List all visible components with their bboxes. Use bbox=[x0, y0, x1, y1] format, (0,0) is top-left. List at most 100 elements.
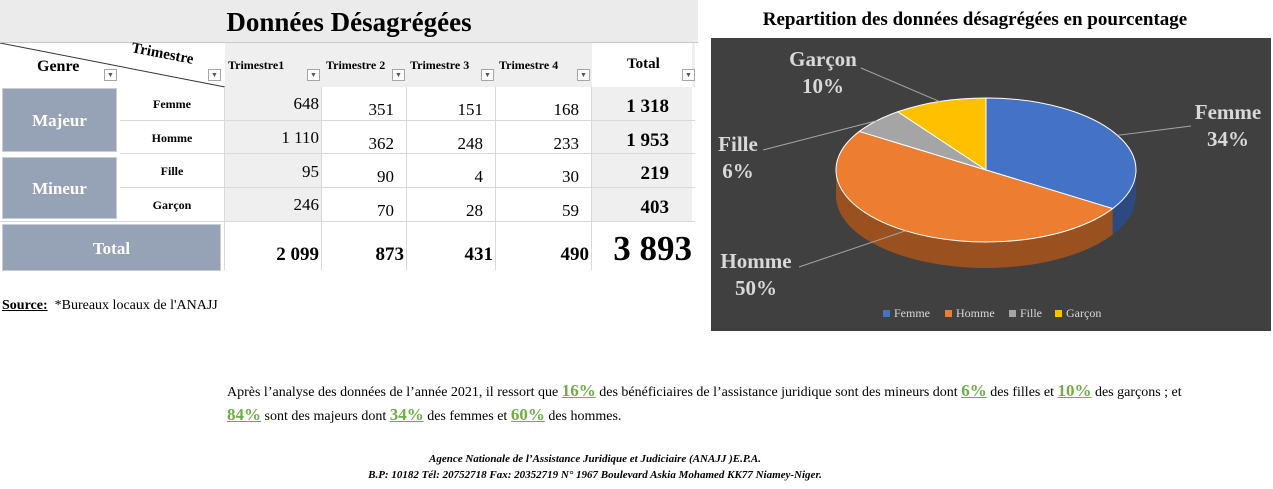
text: sont des majeurs dont bbox=[261, 409, 390, 424]
table-cell: 362 bbox=[368, 134, 395, 153]
text: des hommes. bbox=[544, 409, 622, 424]
pie-label-femme-value: 34% bbox=[1207, 127, 1249, 151]
pie-label-homme: Homme 50% bbox=[715, 248, 797, 302]
source-text: *Bureaux locaux de l'ANAJJ bbox=[54, 298, 218, 313]
trimestre-filter-button[interactable]: ▼ bbox=[208, 69, 221, 81]
row-divider bbox=[120, 187, 695, 188]
highlight-60: 60% bbox=[510, 405, 545, 424]
pie-label-femme: Femme 34% bbox=[1188, 99, 1268, 153]
col-header-total: Total bbox=[627, 56, 660, 72]
table-cell-total: 219 bbox=[640, 163, 670, 184]
table-cell: 233 bbox=[553, 134, 580, 153]
table-cell-total: 1 318 bbox=[626, 96, 669, 117]
table-cell: 168 bbox=[553, 100, 580, 119]
t1-column-band bbox=[225, 87, 321, 221]
pie-label-fille-name: Fille bbox=[718, 132, 758, 156]
leader-line-garçon bbox=[860, 67, 940, 102]
t3-filter-button[interactable]: ▼ bbox=[481, 69, 494, 81]
t2-filter-button[interactable]: ▼ bbox=[392, 69, 405, 81]
table-cell-total: 1 953 bbox=[626, 130, 669, 151]
legend-homme: Homme bbox=[945, 306, 995, 321]
corner-diagonal bbox=[0, 43, 225, 88]
table-cell: 70 bbox=[377, 201, 394, 220]
row-divider bbox=[120, 120, 695, 121]
total-column-band bbox=[592, 87, 692, 221]
col-divider bbox=[495, 87, 496, 270]
pie-chart bbox=[762, 67, 1192, 269]
total-filter-button[interactable]: ▼ bbox=[682, 69, 695, 81]
pie-label-garcon-name: Garçon bbox=[789, 47, 857, 71]
highlight-16: 16% bbox=[561, 381, 596, 400]
total-cell: 431 bbox=[464, 244, 494, 265]
row-divider bbox=[120, 153, 695, 154]
genre-filter-button[interactable]: ▼ bbox=[104, 69, 117, 81]
highlight-6: 6% bbox=[961, 381, 987, 400]
table-cell: 95 bbox=[302, 162, 319, 181]
col-header-t3: Trimestre 3 bbox=[410, 58, 470, 72]
chart-title: Repartition des données désagrégées en p… bbox=[762, 9, 1188, 30]
col-divider bbox=[406, 87, 407, 270]
highlight-10: 10% bbox=[1057, 381, 1092, 400]
legend-label: Garçon bbox=[1066, 306, 1102, 320]
highlight-34: 34% bbox=[389, 405, 424, 424]
group-majeur: Majeur bbox=[2, 88, 117, 152]
col-header-t4: Trimestre 4 bbox=[499, 58, 559, 72]
table-cell: 4 bbox=[474, 167, 484, 186]
leader-line-homme bbox=[798, 230, 906, 268]
legend-swatch bbox=[883, 310, 890, 317]
pie-label-fille-value: 6% bbox=[722, 159, 754, 183]
col-divider bbox=[224, 87, 225, 270]
pie-side-homme bbox=[836, 170, 1113, 269]
legend-label: Homme bbox=[956, 306, 995, 320]
text: des filles et bbox=[986, 385, 1058, 400]
legend-swatch bbox=[1055, 310, 1062, 317]
col-divider bbox=[321, 87, 322, 270]
chart-title-band bbox=[711, 0, 1271, 38]
t1-filter-button[interactable]: ▼ bbox=[307, 69, 320, 81]
row-divider bbox=[0, 221, 695, 222]
pie-slice-homme bbox=[835, 130, 1114, 243]
t4-filter-button[interactable]: ▼ bbox=[577, 69, 590, 81]
table-cell: 28 bbox=[466, 201, 483, 220]
pie-label-garcon-value: 10% bbox=[802, 74, 844, 98]
text: des femmes et bbox=[423, 409, 511, 424]
pie-label-femme-name: Femme bbox=[1194, 100, 1262, 124]
table-cell: 30 bbox=[562, 167, 579, 186]
table-cell: 351 bbox=[368, 100, 395, 119]
table-cell: 648 bbox=[293, 94, 320, 113]
total-row-label: Total bbox=[2, 224, 221, 271]
pie-label-homme-name: Homme bbox=[720, 249, 792, 273]
col-header-t2: Trimestre 2 bbox=[326, 58, 386, 72]
legend-label: Fille bbox=[1020, 306, 1043, 320]
table-cell: 151 bbox=[457, 100, 484, 119]
total-cell: 2 099 bbox=[276, 244, 319, 265]
total-cell: 490 bbox=[560, 244, 590, 265]
text: Après l’analyse des données de l’année 2… bbox=[227, 385, 562, 400]
legend-garcon: Garçon bbox=[1055, 306, 1101, 321]
table-cell-total: 403 bbox=[640, 197, 670, 218]
text: des bénéficiaires de l’assistance juridi… bbox=[595, 385, 962, 400]
legend-swatch bbox=[945, 310, 952, 317]
table-cell: 90 bbox=[377, 167, 394, 186]
legend-swatch bbox=[1009, 310, 1016, 317]
row-label-homme: Homme bbox=[151, 131, 193, 145]
footer-address: B.P: 10182 Tél: 20752718 Fax: 20352719 N… bbox=[368, 469, 822, 481]
footer-agency: Agence Nationale de l’Assistance Juridiq… bbox=[429, 453, 761, 465]
corner-genre-label: Genre bbox=[37, 58, 80, 75]
pie-label-fille: Fille 6% bbox=[714, 131, 762, 185]
legend-label: Femme bbox=[894, 306, 930, 320]
pie-label-homme-value: 50% bbox=[735, 276, 777, 300]
col-header-t1: Trimestre1 bbox=[228, 58, 285, 72]
analysis-line-1: Après l’analyse des données de l’année 2… bbox=[227, 381, 1182, 401]
table-title: Données Désagrégées bbox=[0, 0, 698, 43]
row-label-femme: Femme bbox=[153, 97, 191, 111]
table-cell: 248 bbox=[457, 134, 484, 153]
row-label-garcon: Garçon bbox=[152, 198, 192, 212]
analysis-line-2: 84% sont des majeurs dont 34% des femmes… bbox=[227, 405, 621, 425]
grand-total: 3 893 bbox=[613, 229, 692, 268]
highlight-84: 84% bbox=[227, 405, 261, 424]
table-cell: 1 110 bbox=[281, 128, 319, 147]
col-divider bbox=[591, 87, 592, 270]
source-label: Source: bbox=[2, 298, 48, 313]
table-cell: 59 bbox=[562, 201, 579, 220]
